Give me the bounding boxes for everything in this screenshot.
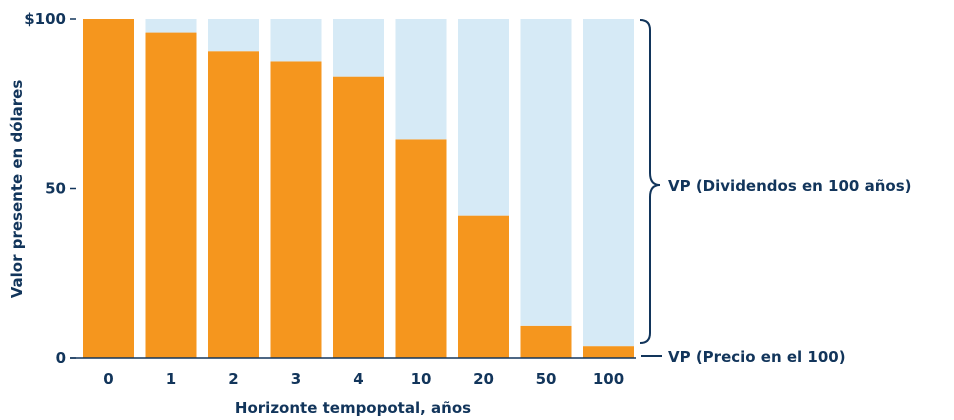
y-tick-label: 50 <box>45 180 66 198</box>
bar-price-0 <box>83 19 134 358</box>
x-ticks: 0 1 2 3 4 10 20 50 100 <box>103 370 624 388</box>
bar-price-3 <box>270 61 322 358</box>
y-tick-label: 0 <box>56 349 66 367</box>
x-tick-label: 0 <box>103 370 113 388</box>
bar-dividends-50 <box>520 19 572 326</box>
dividends-bracket <box>639 19 661 344</box>
bar-price-100 <box>583 346 634 358</box>
bar-price-20 <box>458 215 509 358</box>
x-axis-title: Horizonte tempopotal, años <box>235 399 471 417</box>
bar-dividends-2 <box>208 19 259 52</box>
bar-price-4 <box>333 76 384 358</box>
x-tick-label: 2 <box>228 370 238 388</box>
bar-price-1 <box>145 32 197 359</box>
bar-price-50 <box>520 325 572 358</box>
dividends-annotation: VP (Dividendos en 100 años) <box>668 177 911 195</box>
bar-dividends-100 <box>583 19 634 347</box>
y-axis-title: Valor presente en dólares <box>8 80 26 299</box>
x-tick-label: 20 <box>473 370 494 388</box>
x-tick-label: 50 <box>536 370 557 388</box>
bar-dividends-4 <box>333 19 384 77</box>
bar-dividends-3 <box>270 19 322 62</box>
x-tick-label: 100 <box>593 370 624 388</box>
bar-price-10 <box>395 139 447 358</box>
bar-price-2 <box>208 51 259 359</box>
x-tick-label: 10 <box>411 370 432 388</box>
y-tick-label: $100 <box>24 10 66 28</box>
x-tick-label: 3 <box>291 370 301 388</box>
x-tick-label: 4 <box>353 370 363 388</box>
price-annotation: VP (Precio en el 100) <box>668 348 846 366</box>
bar-dividends-20 <box>458 19 509 216</box>
bar-dividends-10 <box>395 19 447 140</box>
x-tick-label: 1 <box>166 370 176 388</box>
bar-dividends-1 <box>145 19 197 33</box>
y-ticks: 0 50 $100 <box>24 10 76 367</box>
bars <box>83 19 634 359</box>
